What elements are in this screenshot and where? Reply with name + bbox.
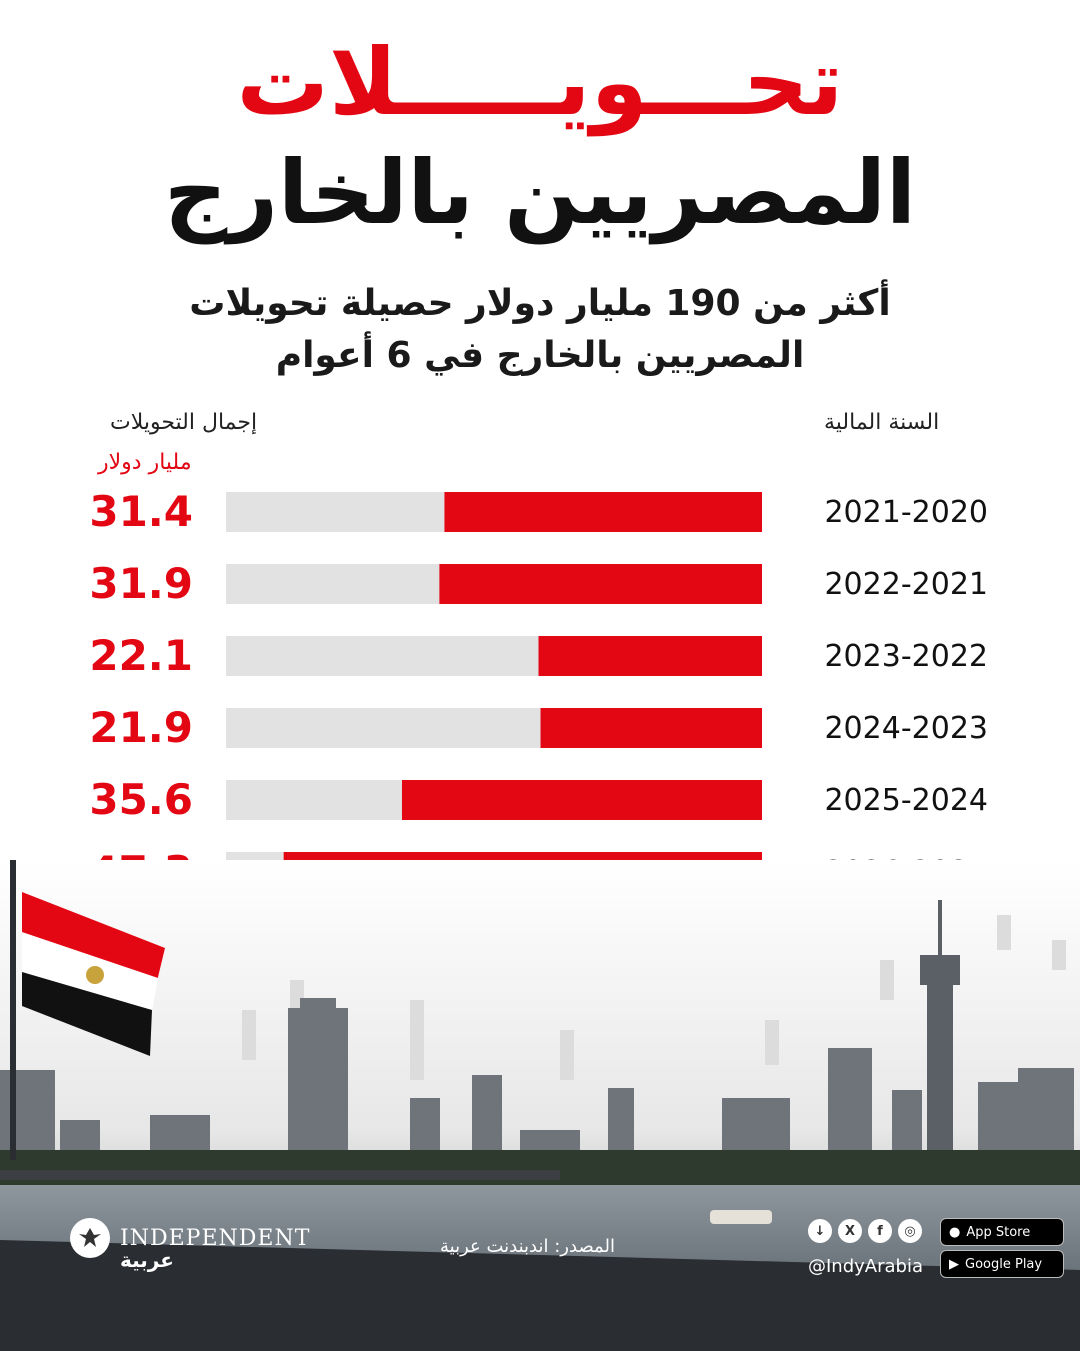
bar-2024-2023 <box>540 708 762 748</box>
year-column-header: السنة المالية <box>824 410 940 435</box>
value-label: 22.1 <box>89 631 193 680</box>
download-icon[interactable]: ↓ <box>808 1219 832 1243</box>
value-label: 21.9 <box>89 703 193 752</box>
unit-label: مليار دولار <box>98 450 192 475</box>
subtitle: أكثر من 190 مليار دولار حصيلة تحويلات ال… <box>189 283 891 377</box>
app-store-label: App Store <box>966 1224 1031 1240</box>
facebook-icon[interactable]: f <box>868 1219 892 1243</box>
play-icon: ▶ <box>949 1256 959 1272</box>
brand-name: INDEPENDENT <box>120 1225 311 1251</box>
category-label: 2021-2020 <box>824 495 988 530</box>
google-play-badge[interactable]: ▶ Google Play <box>940 1250 1064 1278</box>
category-label: 2023-2022 <box>824 639 988 674</box>
google-play-label: Google Play <box>965 1256 1043 1272</box>
value-label: 35.6 <box>89 775 193 824</box>
bar-2023-2022 <box>538 636 762 676</box>
category-label: 2024-2023 <box>824 711 988 746</box>
social-icons: ↓ X f ◎ <box>808 1219 922 1243</box>
value-label: 31.4 <box>89 487 193 536</box>
category-label: 2025-2024 <box>824 783 988 818</box>
bar-2021-2020 <box>444 492 762 532</box>
cairo-skyline-illustration <box>0 860 1080 1351</box>
app-store-badge[interactable]: ● App Store <box>940 1218 1064 1246</box>
instagram-icon[interactable]: ◎ <box>898 1219 922 1243</box>
source-note: المصدر: اندبندنت عربية <box>440 1236 615 1257</box>
value-label: 31.9 <box>89 559 193 608</box>
apple-icon: ● <box>949 1224 961 1240</box>
total-column-header: إجمال التحويلات <box>110 410 258 435</box>
bar-2022-2021 <box>439 564 762 604</box>
eagle-icon <box>70 1218 110 1258</box>
x-icon[interactable]: X <box>838 1219 862 1243</box>
category-label: 2022-2021 <box>824 567 988 602</box>
title-line-1: تحـــويـــــلات <box>236 29 844 136</box>
bar-2025-2024 <box>401 780 762 820</box>
brand-subtitle: عربية <box>120 1248 174 1272</box>
social-handle[interactable]: @IndyArabia <box>808 1256 923 1277</box>
independent-logo[interactable]: INDEPENDENT <box>70 1218 310 1258</box>
title-line-2: المصريين بالخارج <box>163 141 917 244</box>
remittances-bar-chart: 31.4 2021-2020 31.9 2022-2021 22.1 2023-2022 2… <box>89 487 988 890</box>
